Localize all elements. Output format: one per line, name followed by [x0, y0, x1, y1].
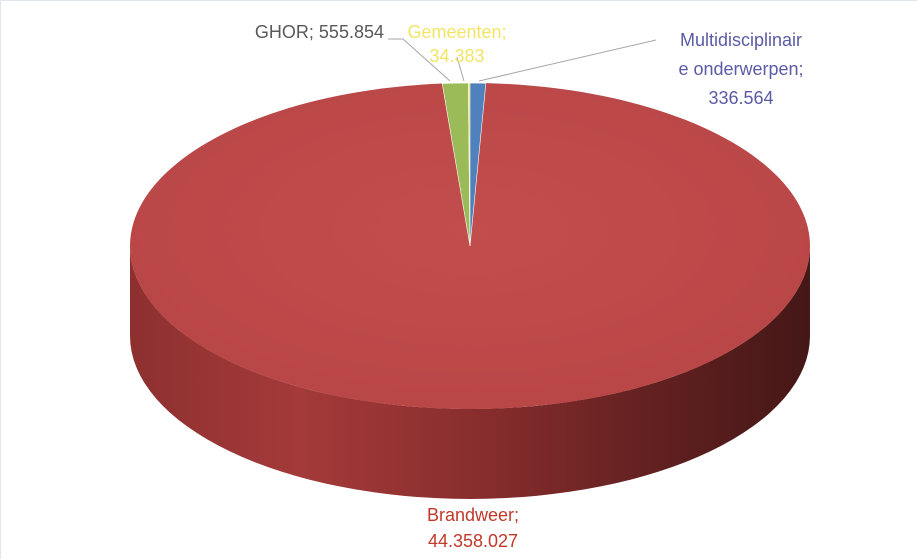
data-label-multidisciplinaire-onderwerpen: Multidisciplinair e onderwerpen; 336.564: [678, 30, 803, 108]
leader-line-multidisciplinaire-onderwerpen: [478, 39, 657, 82]
leader-line-gemeenten: [456, 56, 465, 82]
data-label-line: 34.383: [429, 46, 484, 66]
data-label-line: Multidisciplinair: [680, 30, 802, 50]
data-label-gemeenten: Gemeenten; 34.383: [407, 22, 506, 66]
pie-slice-multidisciplinaire-onderwerpen: [469, 82, 487, 247]
data-label-brandweer: Brandweer; 44.358.027: [427, 505, 519, 551]
data-label-line: 336.564: [708, 88, 773, 108]
leader-line-ghor: [388, 38, 451, 82]
pie-slice-brandweer: [130, 83, 811, 410]
data-label-line: GHOR; 555.854: [255, 22, 384, 42]
data-label-ghor: GHOR; 555.854: [255, 22, 384, 42]
data-label-line: e onderwerpen;: [678, 59, 803, 79]
data-label-line: 44.358.027: [428, 531, 518, 551]
data-label-line: Brandweer;: [427, 505, 519, 525]
pie-side-brandweer: [130, 246, 810, 499]
data-label-line: Gemeenten;: [407, 22, 506, 42]
